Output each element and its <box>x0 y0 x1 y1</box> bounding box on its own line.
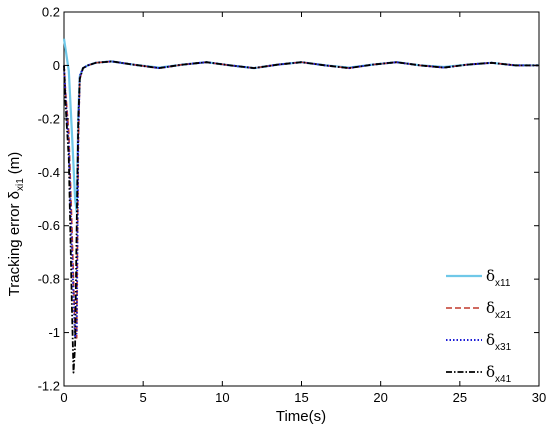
y-axis-title: Tracking error δxi1 (m) <box>6 152 26 297</box>
x-tick-label: 30 <box>532 390 546 405</box>
y-tick-label: -0.6 <box>38 218 60 233</box>
series-line-x41 <box>63 60 539 374</box>
legend-subscript: x11 <box>495 278 511 289</box>
series-line-x21 <box>63 60 539 339</box>
x-axis-title: Time(s) <box>276 408 326 425</box>
legend-label-x31: δx31 <box>486 331 512 353</box>
series-line-x31 <box>63 60 539 339</box>
y-tick-label: -1 <box>48 325 60 340</box>
y-tick-label: -1.2 <box>38 379 60 394</box>
y-axis-title-main: Tracking error δ <box>6 191 23 296</box>
x-tick-label: 25 <box>453 390 467 405</box>
legend-label-x21: δx21 <box>486 299 512 321</box>
legend-symbol: δ <box>486 299 495 317</box>
x-tick-label: 20 <box>373 390 387 405</box>
legend-subscript: x31 <box>495 342 512 353</box>
y-tick-label: 0 <box>53 58 60 73</box>
y-tick-label: 0.2 <box>42 5 60 20</box>
y-tick-label: -0.8 <box>38 272 60 287</box>
legend-symbol: δ <box>486 331 495 349</box>
legend-symbol: δ <box>486 363 495 381</box>
legend-symbol: δ <box>486 267 495 285</box>
x-tick-label: 15 <box>294 390 308 405</box>
plot-area <box>63 11 540 387</box>
y-tick-label: -0.2 <box>38 111 60 126</box>
series-layer <box>62 38 539 374</box>
x-tick-label: 10 <box>215 390 229 405</box>
legend-label-x41: δx41 <box>486 363 512 385</box>
x-tick-label: 0 <box>60 390 67 405</box>
axes-layer: 0 5 10 15 20 25 30 0.2 0 -0.2 -0.4 -0.6 -0.8 -1 -1.2 <box>38 5 547 406</box>
x-tick-label: 5 <box>140 390 147 405</box>
y-tick-label: -0.4 <box>38 165 60 180</box>
legend-subscript: x21 <box>495 310 512 321</box>
legend-label-x11: δx11 <box>486 267 511 289</box>
y-axis-title-unit: (m) <box>6 152 23 175</box>
legend-subscript: x41 <box>495 374 512 385</box>
y-axis-title-subscript: xi1 <box>15 178 26 191</box>
